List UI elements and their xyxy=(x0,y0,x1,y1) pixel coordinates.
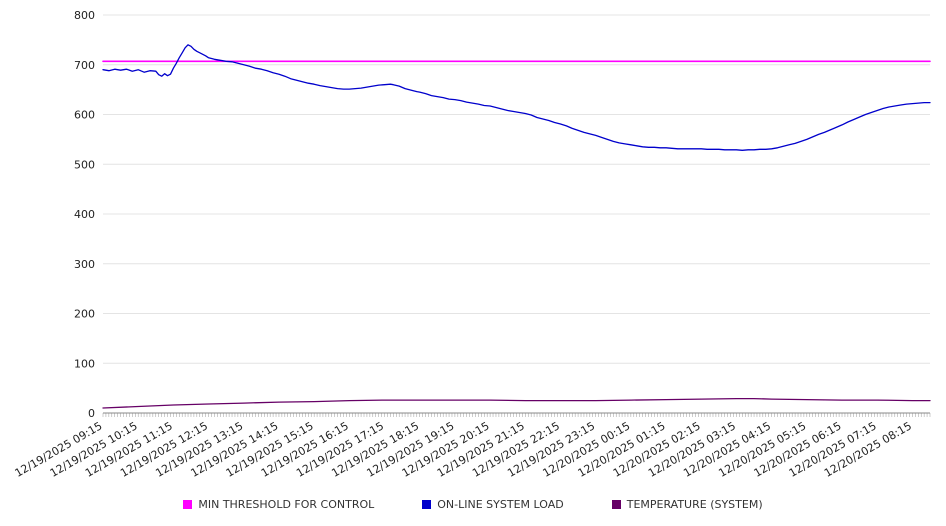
y-axis-tick-label: 0 xyxy=(88,407,95,420)
legend-swatch-icon xyxy=(422,500,432,509)
legend-swatch-icon xyxy=(611,500,621,509)
series-line xyxy=(102,44,931,151)
legend-swatch-icon xyxy=(183,500,193,509)
legend-item[interactable]: MIN THRESHOLD FOR CONTROL xyxy=(183,498,374,511)
y-axis-tick-label: 200 xyxy=(74,308,95,321)
y-axis-tick-label: 600 xyxy=(74,109,95,122)
legend-label: MIN THRESHOLD FOR CONTROL xyxy=(198,498,375,511)
legend-item[interactable]: ON-LINE SYSTEM LOAD xyxy=(422,498,564,511)
legend-item[interactable]: TEMPERATURE (SYSTEM) xyxy=(611,498,763,511)
y-axis-tick-label: 700 xyxy=(74,59,95,72)
legend-label: ON-LINE SYSTEM LOAD xyxy=(437,498,564,511)
y-axis-tick-label: 100 xyxy=(74,357,95,370)
legend-label: TEMPERATURE (SYSTEM) xyxy=(626,498,763,511)
series-line xyxy=(102,397,931,409)
y-axis-tick-label: 500 xyxy=(74,158,95,171)
y-axis-tick-label: 400 xyxy=(74,208,95,221)
chart-legend: MIN THRESHOLD FOR CONTROL ON-LINE SYSTEM … xyxy=(0,498,946,511)
y-axis-tick-label: 800 xyxy=(74,9,95,22)
y-axis-tick-label: 300 xyxy=(74,258,95,271)
